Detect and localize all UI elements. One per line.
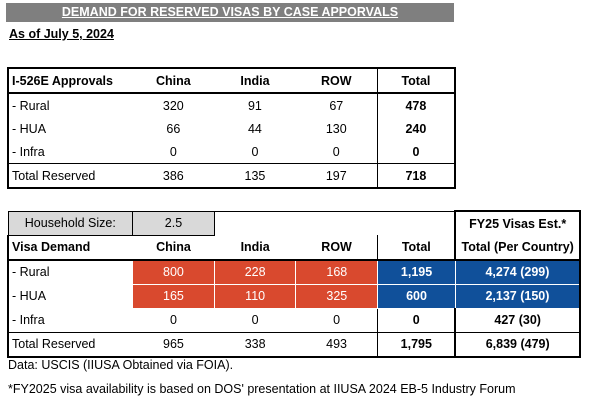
cell-total: 600 [377,283,456,309]
total-row: Total Reserved 386 135 197 718 [8,163,455,188]
header-total: Total [377,235,456,261]
cell-china: 66 [166,121,181,136]
row-label: Total Reserved [7,331,133,358]
approvals-table: I-526E Approvals China India ROW Total -… [7,67,456,189]
spacer-cell [214,210,296,235]
cell-total: 240 [376,117,455,140]
cell-row: 130 [325,121,347,136]
cell-total: 1,195 [377,259,456,285]
table-row: - HUA 165 110 325 600 2,137 (150) [7,283,581,309]
header-total: Total [376,68,455,94]
cell-total: 718 [376,163,455,188]
cell-india: 135 [214,163,296,188]
table-row: - Rural 320 91 67 478 [8,93,455,117]
cell-india: 91 [247,98,262,113]
header-i526e-approvals: I-526E Approvals [8,68,133,94]
total-row: Total Reserved 965 338 493 1,795 6,839 (… [7,331,581,358]
cell-row: 0 [333,313,341,327]
header-row: ROW [295,68,378,94]
row-label: - Infra [7,308,133,332]
cell-india: 44 [247,121,262,136]
cell-row: 197 [295,163,378,188]
row-label: - Rural [7,259,133,284]
approvals-header-row: I-526E Approvals China India ROW Total [8,68,455,94]
household-size-label: Household Size: [7,210,134,236]
footnote: *FY2025 visa availability is based on DO… [8,382,516,396]
source-note: Data: USCIS (IIUSA Obtained via FOIA). [8,358,234,372]
header-china: China [132,235,215,261]
table-row: - HUA 66 44 130 240 [8,117,455,140]
visa-demand-table: Household Size: 2.5 FY25 Visas Est.* Vis… [7,210,581,358]
cell-china: 165 [132,283,215,309]
cell-fy25: 427 (30) [454,308,581,332]
cell-total: 0 [376,140,455,164]
page-title: DEMAND FOR RESERVED VISAS BY CASE APPORV… [6,3,454,22]
cell-india: 110 [213,283,297,309]
row-label: - HUA [7,284,133,308]
as-of-date: As of July 5, 2024 [9,27,114,41]
table-row: - Rural 800 228 168 1,195 4,274 (299) [7,259,581,285]
cell-row: 0 [332,144,340,159]
cell-china: 320 [162,98,184,113]
header-india: India [214,235,296,261]
cell-china: 800 [132,259,215,285]
cell-india: 0 [251,313,259,327]
header-total-per-country: Total (Per Country) [454,235,581,261]
spacer-cell [377,210,456,235]
cell-china: 386 [132,163,215,188]
cell-total: 478 [376,93,455,117]
cell-fy25: 6,839 (479) [454,331,581,358]
cell-china: 965 [132,331,215,358]
cell-row: 168 [295,259,379,285]
table-row: - Infra 0 0 0 0 [8,140,455,164]
row-label: Total Reserved [8,163,133,188]
spacer-cell [295,210,378,235]
cell-india: 0 [251,144,259,159]
cell-china: 0 [169,144,177,159]
cell-fy25: 2,137 (150) [454,283,581,309]
table-row: - Infra 0 0 0 0 427 (30) [7,308,581,332]
cell-total: 1,795 [377,331,456,358]
row-label: - Infra [12,144,45,159]
cell-total: 0 [377,308,456,332]
cell-row: 493 [295,331,378,358]
row-label: - HUA [12,121,47,136]
cell-india: 228 [213,259,297,285]
cell-fy25: 4,274 (299) [454,259,581,285]
demand-header-row: Visa Demand China India ROW Total Total … [7,235,581,261]
household-row: Household Size: 2.5 FY25 Visas Est.* [7,210,581,236]
header-china: China [132,68,215,94]
household-size-value: 2.5 [132,210,215,236]
header-row: ROW [295,235,378,261]
cell-row: 67 [329,98,344,113]
header-visa-demand: Visa Demand [7,235,133,261]
cell-row: 325 [295,283,379,309]
row-label: - Rural [12,98,50,113]
cell-india: 338 [214,331,296,358]
cell-china: 0 [169,313,177,327]
header-india: India [214,68,296,94]
fy25-header: FY25 Visas Est.* [454,210,581,235]
